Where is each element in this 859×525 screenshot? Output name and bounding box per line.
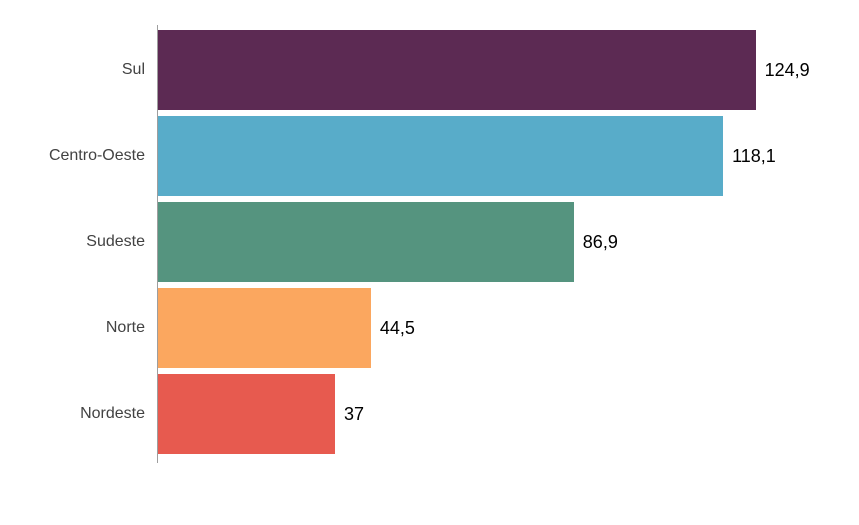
y-axis-line — [157, 25, 158, 463]
value-label-sudeste: 86,9 — [582, 231, 618, 252]
bar-row-centro-oeste: Centro-Oeste 118,1 — [0, 116, 859, 196]
category-label-norte: Norte — [105, 319, 145, 336]
bar-nordeste — [158, 374, 335, 454]
value-label-centro-oeste: 118,1 — [732, 145, 776, 166]
bar-sudeste — [158, 202, 574, 282]
value-label-norte: 44,5 — [379, 317, 415, 338]
bar-row-norte: Norte 44,5 — [0, 288, 859, 368]
value-label-nordeste: 37 — [344, 403, 365, 424]
category-label-centro-oeste: Centro-Oeste — [48, 147, 145, 164]
bar-row-nordeste: Nordeste 37 — [0, 374, 859, 454]
value-label-sul: 124,9 — [764, 59, 810, 80]
bar-centro-oeste — [158, 116, 724, 196]
bar-row-sul: Sul 124,9 — [0, 30, 859, 110]
bar-norte — [158, 288, 371, 368]
plot-area: Sul 124,9 Centro-Oeste 118,1 Sudeste 86,9 Nort… — [0, 30, 859, 454]
category-label-sudeste: Sudeste — [86, 233, 145, 250]
bar-sul — [158, 30, 756, 110]
category-label-nordeste: Nordeste — [80, 405, 145, 422]
bar-row-sudeste: Sudeste 86,9 — [0, 202, 859, 282]
category-label-sul: Sul — [121, 61, 145, 78]
